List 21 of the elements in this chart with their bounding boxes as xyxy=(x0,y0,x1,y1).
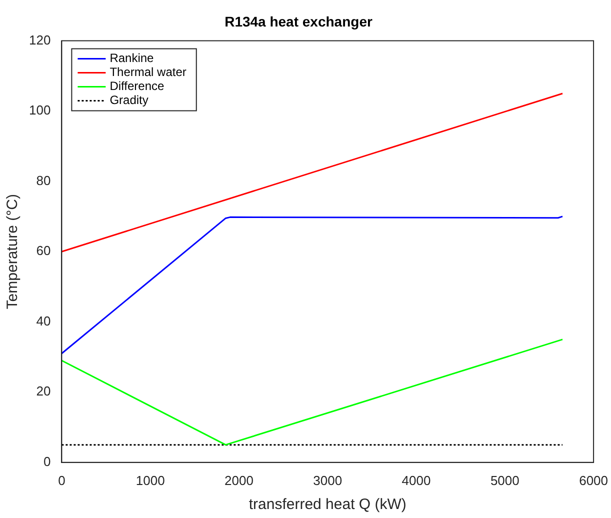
y-tick-label: 40 xyxy=(36,313,51,328)
x-tick-label: 3000 xyxy=(313,472,342,488)
x-tick-label: 5000 xyxy=(490,472,520,488)
chart-title: R134a heat exchanger xyxy=(224,13,373,30)
legend-label: Rankine xyxy=(110,51,154,66)
y-tick-label: 20 xyxy=(36,384,51,399)
y-tick-label: 0 xyxy=(43,454,51,469)
x-tick-label: 0 xyxy=(58,472,66,488)
x-tick-label: 2000 xyxy=(224,472,254,488)
y-tick-label: 80 xyxy=(36,172,51,188)
x-tick-label: 1000 xyxy=(136,472,165,488)
y-tick-label: 120 xyxy=(28,32,51,48)
legend-label: Gradity xyxy=(110,93,148,108)
y-axis-title: Temperature (°C) xyxy=(4,194,22,310)
x-tick-label: 4000 xyxy=(402,472,431,488)
legend-label: Difference xyxy=(110,79,164,94)
legend-label: Thermal water xyxy=(110,65,186,80)
x-tick-label: 6000 xyxy=(579,472,608,488)
y-tick-label: 60 xyxy=(36,243,51,258)
x-axis-title: transferred heat Q (kW) xyxy=(248,496,406,514)
y-tick-label: 100 xyxy=(28,102,51,118)
